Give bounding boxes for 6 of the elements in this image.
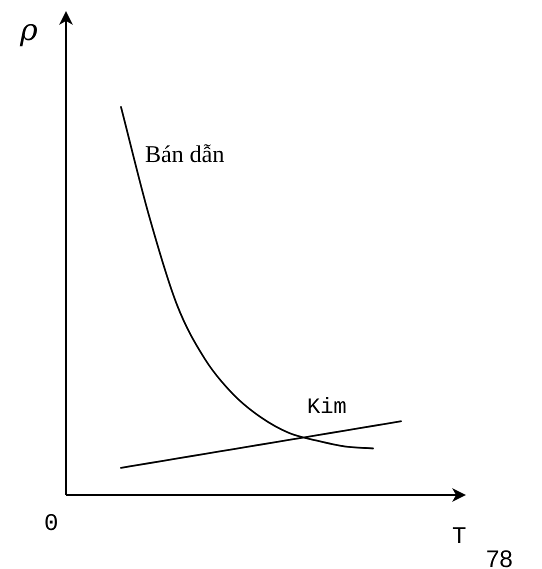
text: 0 [44, 511, 58, 538]
text: 78 [486, 546, 513, 569]
series-label: Bán dẫn [145, 142, 224, 168]
series-label: Kim [307, 395, 347, 420]
y-axis-title: ρ [19, 13, 38, 48]
x-axis-title: T [452, 524, 466, 551]
